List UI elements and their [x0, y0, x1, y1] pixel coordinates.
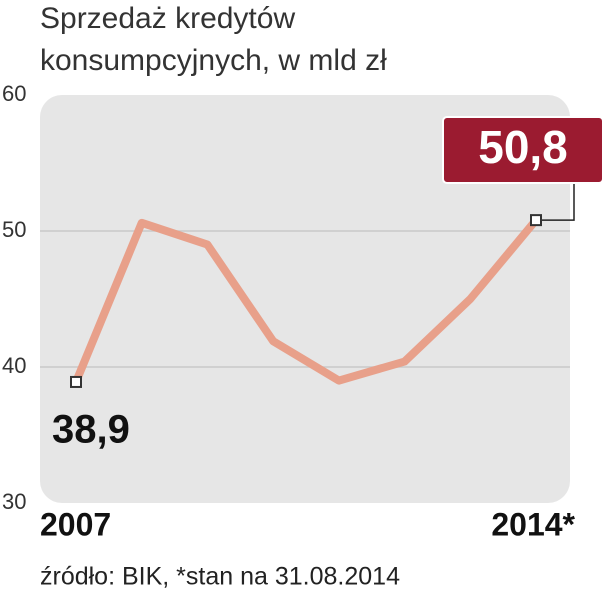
x-tick-label: 2007: [40, 506, 111, 542]
point-marker: [70, 375, 82, 388]
label-leader: [542, 182, 575, 221]
value-label: 38,9: [52, 408, 130, 452]
y-tick-label: 30: [2, 489, 26, 514]
chart-title-line: Sprzedaż kredytów: [40, 2, 295, 35]
y-tick-label: 50: [2, 217, 26, 242]
source-note: źródło: BIK, *stan na 31.08.2014: [40, 563, 400, 591]
plot-area: [40, 95, 570, 503]
value-label: 50,8: [478, 121, 568, 173]
data-line: [72, 217, 540, 385]
y-tick-label: 60: [2, 81, 26, 106]
y-tick-label: 40: [2, 353, 26, 378]
value-label-box: [442, 116, 604, 184]
x-tick-label: 2014*: [491, 506, 575, 542]
point-marker: [530, 214, 542, 227]
chart-title-line: konsumpcyjnych, w mld zł: [40, 44, 387, 77]
